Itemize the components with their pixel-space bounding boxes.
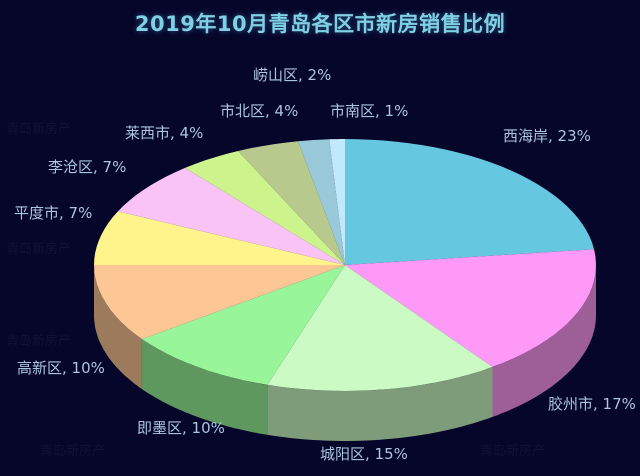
slice-5[interactable] xyxy=(94,265,345,340)
slice-label: 胶州市, 17% xyxy=(548,395,636,413)
slice-11[interactable] xyxy=(329,139,345,265)
slice-8[interactable] xyxy=(185,151,345,265)
watermark: 青岛新房产 xyxy=(6,122,72,137)
watermark: 青岛新房产 xyxy=(6,334,72,349)
slice-side xyxy=(141,339,268,435)
slice-label: 市南区, 1% xyxy=(330,102,409,120)
slice-label: 莱西市, 4% xyxy=(125,124,204,142)
slice-4[interactable] xyxy=(141,265,345,385)
slice-1[interactable] xyxy=(345,139,594,265)
slice-label: 崂山区, 2% xyxy=(253,66,332,84)
slice-10[interactable] xyxy=(298,139,345,265)
slice-9[interactable] xyxy=(238,141,345,265)
slice-label: 高新区, 10% xyxy=(17,359,105,377)
slice-label: 李沧区, 7% xyxy=(48,158,127,176)
watermark: 青岛新房产 xyxy=(40,444,106,459)
watermark: 青岛新房产 xyxy=(480,444,546,459)
slice-2[interactable] xyxy=(345,249,596,367)
slice-label: 城阳区, 15% xyxy=(320,445,408,463)
slice-side xyxy=(492,265,596,417)
slice-side xyxy=(94,265,142,390)
chart-title: 2019年10月青岛各区市新房销售比例 xyxy=(134,12,506,36)
slice-label: 市北区, 4% xyxy=(220,102,299,120)
slice-3[interactable] xyxy=(267,265,493,391)
watermark: 青岛新房产 xyxy=(6,242,72,257)
slice-label: 平度市, 7% xyxy=(14,204,93,222)
slice-label: 西海岸, 23% xyxy=(503,127,591,145)
slice-side xyxy=(267,366,493,441)
slice-6[interactable] xyxy=(94,211,345,265)
slice-label: 即墨区, 10% xyxy=(137,419,225,437)
slice-7[interactable] xyxy=(117,167,346,265)
